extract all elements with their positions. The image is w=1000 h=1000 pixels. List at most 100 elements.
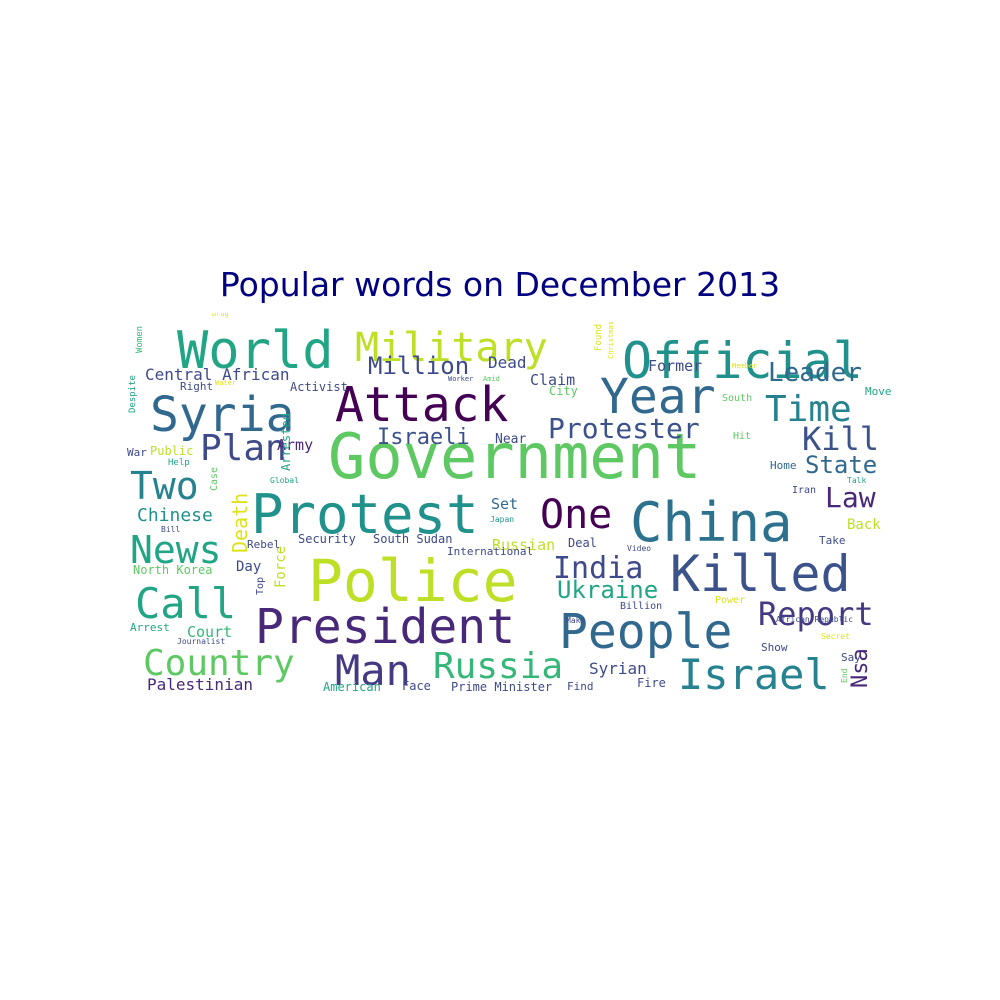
word-military: Military	[355, 325, 548, 371]
word-japan: Japan	[490, 515, 514, 524]
word-country: Country	[143, 643, 295, 684]
word-fire: Fire	[637, 676, 666, 690]
word-public: Public	[150, 444, 193, 458]
word-state: State	[805, 451, 877, 479]
word-arrest: Arrest	[130, 621, 170, 634]
word-israeli: Israeli	[377, 425, 470, 450]
word-member: Member	[732, 362, 757, 370]
word-plan: Plan	[200, 428, 287, 469]
word-global: Global	[270, 476, 299, 485]
word-syria: Syria	[150, 387, 295, 443]
word-day: Day	[236, 559, 261, 575]
word-women: Women	[135, 326, 145, 353]
word-power: Power	[715, 595, 745, 606]
word-war: War	[127, 446, 147, 459]
word-worker: Worker	[448, 375, 473, 383]
word-dead: Dead	[488, 353, 527, 372]
word-case: Case	[209, 467, 220, 491]
word-make: Make	[566, 616, 585, 625]
word-claim: Claim	[530, 371, 575, 389]
word-million: Million	[368, 352, 469, 380]
word-man: Man	[335, 646, 411, 695]
word-year: Year	[600, 369, 716, 425]
word-hit: Hit	[733, 431, 751, 442]
word-protest: Protest	[251, 483, 479, 546]
word-top: Top	[255, 577, 266, 595]
word-nsa: Nsa	[848, 648, 873, 688]
word-back: Back	[847, 517, 881, 533]
word-activist: Activist	[290, 380, 348, 394]
word-american: American	[323, 680, 381, 694]
word-journalist: Journalist	[177, 637, 225, 646]
word-deal: Deal	[568, 536, 597, 550]
word-international: International	[447, 545, 533, 558]
chart-title: Popular words on December 2013	[219, 265, 781, 304]
word-former: Former	[648, 357, 702, 375]
word-move: Move	[865, 385, 892, 398]
word-billion: Billion	[620, 601, 662, 612]
word-water: Water	[215, 379, 236, 387]
word-attack: Attack	[335, 377, 508, 433]
word-government: Government	[328, 420, 701, 493]
word-central-african: Central African	[145, 365, 290, 384]
word-chinese: Chinese	[137, 505, 213, 526]
word-leader: Leader	[768, 358, 862, 388]
word-court: Court	[187, 623, 232, 641]
word-christmas: Christmas	[607, 321, 615, 359]
word-show: Show	[761, 641, 788, 654]
word-ukraine: Ukraine	[557, 576, 658, 604]
word-north-korea: North Korea	[133, 563, 212, 577]
word-killed: Killed	[670, 545, 851, 603]
word-bill: Bill	[161, 525, 180, 534]
word-right: Right	[180, 380, 213, 393]
word-south-sudan: South Sudan	[373, 532, 452, 546]
word-call: Call	[135, 579, 236, 628]
word-take: Take	[819, 534, 846, 547]
word-china: China	[630, 491, 793, 554]
word-home: Home	[770, 459, 797, 472]
word-time: Time	[765, 389, 852, 430]
word-find: Find	[567, 680, 594, 693]
word-palestinian: Palestinian	[147, 675, 253, 694]
word-prime-minister: Prime Minister	[451, 680, 552, 694]
word-say: Say	[841, 651, 861, 664]
word-talk: Talk	[847, 476, 866, 485]
word-rebel: Rebel	[247, 538, 280, 551]
word-protester: Protester	[548, 412, 700, 445]
word-arrested: Arrested	[279, 413, 293, 471]
word-south: South	[722, 393, 752, 404]
word-one: One	[540, 492, 612, 538]
word-force: Force	[273, 546, 289, 588]
word-israel: Israel	[678, 650, 830, 698]
word-help: Help	[168, 458, 190, 468]
word-cloud: Government Police Protest President China Att…	[125, 313, 895, 698]
word-video: Video	[627, 544, 651, 553]
word-president: President	[255, 599, 515, 655]
word-near: Near	[495, 432, 526, 447]
word-india: India	[553, 551, 643, 586]
word-end: End	[840, 668, 849, 683]
word-despite: Despite	[128, 375, 138, 413]
word-found: Found	[594, 324, 604, 351]
word-set: Set	[491, 495, 518, 513]
word-death: Death	[228, 493, 252, 553]
word-news: News	[130, 528, 222, 572]
word-syrian: Syrian	[589, 659, 647, 678]
word-police: Police	[308, 547, 518, 615]
word-face: Face	[402, 679, 431, 693]
word-two: Two	[130, 464, 199, 508]
word-secret: Secret	[821, 632, 850, 641]
word-report: Report	[758, 595, 874, 633]
word-army: Army	[277, 436, 313, 454]
word-people: People	[559, 604, 732, 660]
word-drug: Drug	[212, 313, 229, 318]
word-kill: Kill	[802, 420, 879, 458]
word-world: World	[177, 321, 334, 381]
word-security: Security	[298, 532, 356, 546]
word-african-republic: African Republic	[776, 615, 853, 624]
word-russia: Russia	[433, 646, 563, 687]
word-city: City	[549, 384, 578, 398]
word-russian: Russian	[492, 536, 555, 554]
word-amid: Amid	[483, 375, 500, 383]
